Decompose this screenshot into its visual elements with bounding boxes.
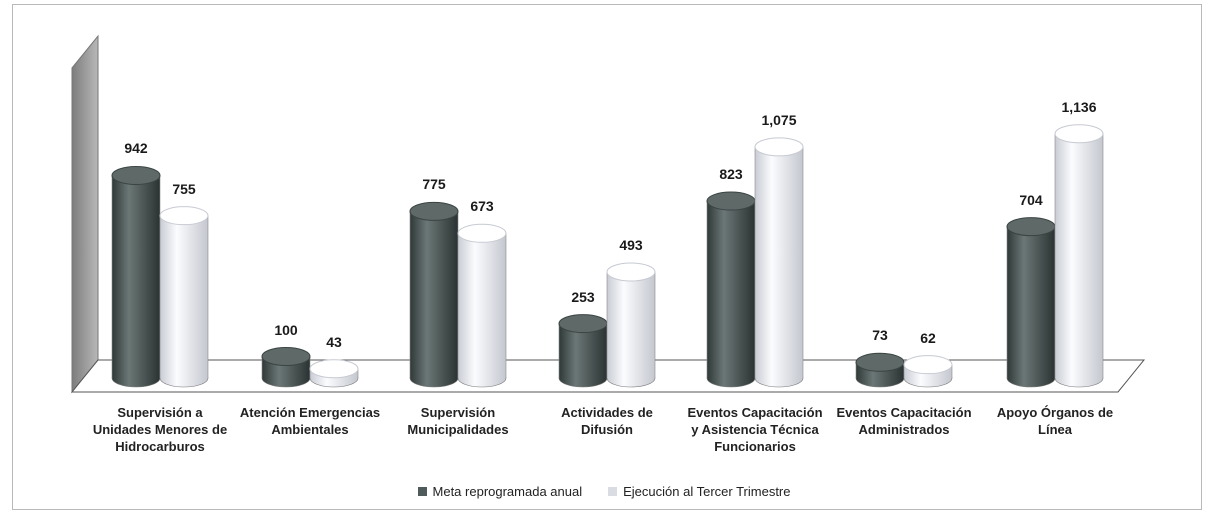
bar-ejecucion-3 [606, 262, 656, 388]
value-label-meta-5: 73 [872, 327, 888, 344]
value-label-meta-3: 253 [571, 288, 595, 305]
bar-meta-2 [409, 201, 459, 388]
chart-frame [12, 4, 1202, 510]
legend-item-ejecucion: Ejecución al Tercer Trimestre [608, 484, 790, 499]
bar-meta-4 [706, 191, 756, 388]
bar-meta-3 [558, 314, 608, 388]
bar-ejecucion-5 [903, 355, 953, 388]
category-label-5: Eventos Capacitación Administrados [836, 405, 972, 437]
value-label-ejecucion-3: 493 [619, 237, 643, 253]
bar-meta-5 [855, 352, 905, 388]
bar-ejecucion-6 [1054, 124, 1104, 388]
category-label-4: Eventos Capacitación y Asistencia Técnica… [687, 405, 823, 454]
bar-ejecucion-2 [457, 223, 507, 388]
bar-ejecucion-1 [309, 359, 359, 388]
category-label-2: Supervisión Municipalidades [407, 405, 509, 437]
category-label-3: Actividades de Difusión [561, 405, 653, 437]
category-label-1: Atención Emergencias Ambientales [239, 405, 381, 437]
value-label-ejecucion-4: 1,075 [761, 111, 797, 128]
value-label-meta-0: 942 [124, 140, 148, 157]
value-label-ejecucion-0: 755 [172, 180, 196, 197]
back-wall [71, 34, 99, 394]
value-label-meta-6: 704 [1019, 191, 1043, 208]
value-label-meta-4: 823 [719, 166, 743, 183]
value-label-meta-1: 100 [274, 321, 298, 338]
category-label-0: Supervisión a Unidades Menores de Hidrocar… [92, 405, 228, 454]
legend-item-meta: Meta reprogramada anual [417, 484, 583, 499]
legend-swatch-meta [417, 487, 427, 496]
value-label-meta-2: 775 [422, 176, 446, 193]
bar-meta-6 [1006, 217, 1056, 388]
value-label-ejecucion-6: 1,136 [1061, 98, 1097, 115]
bar-ejecucion-4 [754, 137, 804, 388]
bar-ejecucion-0 [159, 206, 209, 388]
bar-meta-0 [111, 165, 161, 388]
legend-label-meta: Meta reprogramada anual [432, 484, 583, 499]
category-label-6: Apoyo Órganos de Línea [996, 405, 1114, 437]
legend-label-ejecucion: Ejecución al Tercer Trimestre [623, 484, 791, 499]
legend: Meta reprogramada anual Ejecución al Ter… [0, 484, 1208, 499]
bar-meta-1 [261, 347, 311, 388]
legend-swatch-ejecucion [608, 487, 618, 496]
value-label-ejecucion-5: 62 [920, 329, 936, 346]
value-label-ejecucion-1: 43 [326, 333, 342, 350]
value-label-ejecucion-2: 673 [470, 198, 494, 215]
